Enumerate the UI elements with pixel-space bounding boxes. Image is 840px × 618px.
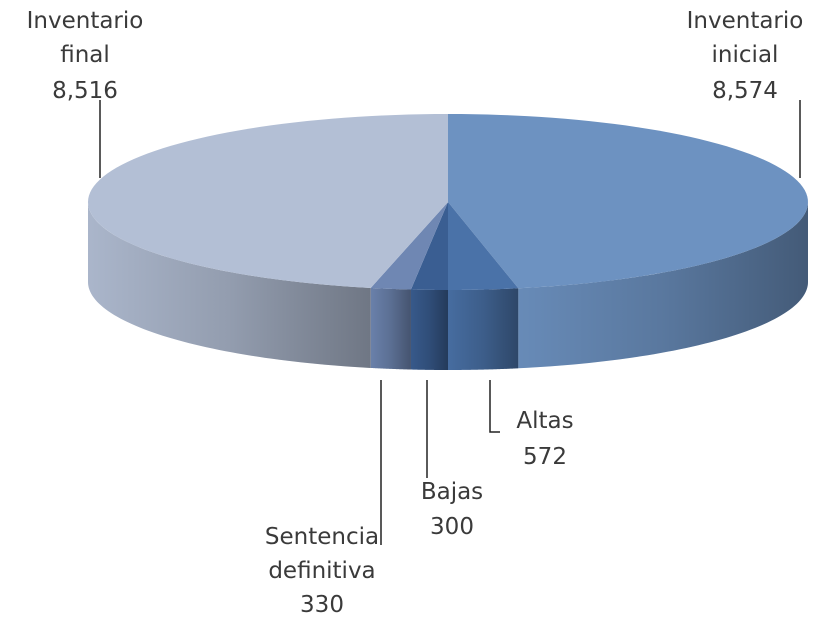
slice-side-shade bbox=[448, 288, 519, 370]
data-label-name: Inventario inicial bbox=[686, 8, 804, 68]
slice bbox=[370, 202, 448, 290]
data-label-name: Inventario final bbox=[26, 8, 144, 68]
data-label-name: Sentencia definitiva bbox=[264, 524, 380, 584]
data-label-value: 330 bbox=[300, 592, 344, 618]
slice-side-shade bbox=[518, 202, 808, 369]
slice bbox=[88, 114, 448, 288]
data-label-name: Bajas bbox=[420, 479, 484, 505]
leader-line bbox=[489, 380, 500, 433]
slice-side-shade bbox=[410, 289, 448, 370]
slice bbox=[448, 114, 808, 289]
data-label-value: 8,574 bbox=[712, 78, 778, 104]
data-label-name: Altas bbox=[516, 408, 574, 434]
data-label-value: 8,516 bbox=[52, 78, 118, 104]
slice-side-shade bbox=[88, 202, 371, 368]
slice bbox=[410, 202, 448, 290]
data-label-value: 572 bbox=[523, 444, 567, 470]
slice bbox=[448, 202, 519, 290]
slice-side-shade bbox=[370, 287, 411, 370]
data-label-value: 300 bbox=[430, 514, 474, 540]
